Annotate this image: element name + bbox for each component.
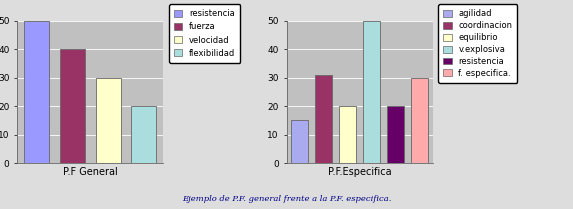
Text: Ejemplo de P.F. general frente a la P.F. especifica.: Ejemplo de P.F. general frente a la P.F.… [182, 195, 391, 203]
Bar [60, 49, 85, 163]
Bar [131, 106, 156, 163]
Bar [363, 21, 380, 163]
Bar [96, 78, 120, 163]
Bar [24, 21, 49, 163]
Bar [291, 120, 308, 163]
Legend: agilidad, coordinacion, equilibrio, v.explosiva, resistencia, f. especifica.: agilidad, coordinacion, equilibrio, v.ex… [438, 4, 517, 83]
Legend: resistencia, fuerza, velocidad, flexibilidad: resistencia, fuerza, velocidad, flexibil… [169, 4, 240, 63]
X-axis label: P.F.Especifica: P.F.Especifica [328, 167, 391, 177]
Bar [339, 106, 356, 163]
Bar [387, 106, 404, 163]
Bar [411, 78, 428, 163]
X-axis label: P.F General: P.F General [63, 167, 117, 177]
Bar [315, 75, 332, 163]
